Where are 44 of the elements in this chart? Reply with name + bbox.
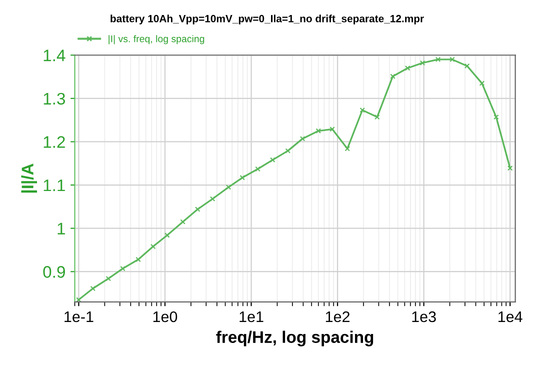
- x-tick-label: 1e0: [153, 311, 178, 322]
- point: [106, 276, 112, 282]
- point: [226, 184, 232, 190]
- point: [270, 157, 276, 163]
- point: [180, 219, 186, 224]
- y-tick-label: 1: [58, 222, 65, 234]
- point: [285, 148, 291, 154]
- y-axis-title: |I|/A: [21, 164, 38, 193]
- point: [374, 114, 380, 120]
- point: [344, 146, 350, 152]
- point: [420, 60, 426, 66]
- y-tick-label: 1.2: [44, 136, 65, 148]
- y-tick-label: 1.3: [44, 92, 65, 105]
- point: [90, 286, 96, 292]
- point: [360, 107, 365, 113]
- chart-title: battery 10Ah_Vpp=10mV_pw=0_Ila=1_no drift_separate_12.mpr: [110, 14, 424, 24]
- point: [450, 56, 455, 62]
- y-tick-label: 0.9: [43, 266, 65, 278]
- point: [316, 128, 322, 134]
- x-tick-label: 1e-1: [64, 312, 94, 322]
- x-tick-label: 1e4: [498, 312, 522, 322]
- point: [255, 166, 260, 172]
- x-tick-label: 1e2: [326, 311, 350, 322]
- point: [136, 256, 141, 262]
- point: [390, 74, 396, 79]
- x-axis-title: freq/Hz, log spacing: [216, 330, 374, 346]
- point: [404, 65, 410, 71]
- point: [435, 56, 441, 62]
- point: [164, 232, 170, 238]
- legend-label: |I| vs. freq, log spacing: [108, 35, 204, 44]
- y-tick-label: 1.4: [44, 50, 66, 62]
- point: [120, 266, 126, 272]
- point: [194, 206, 200, 212]
- x-tick-label: 1e3: [412, 311, 436, 322]
- x-tick-label: 1e1: [240, 312, 264, 322]
- point: [150, 244, 156, 250]
- point: [330, 126, 335, 132]
- point: [240, 175, 246, 180]
- point: [479, 80, 485, 86]
- point: [210, 196, 216, 202]
- point: [464, 63, 470, 69]
- point: [494, 114, 499, 120]
- y-tick-label: 1.1: [44, 180, 65, 192]
- point: [300, 136, 306, 142]
